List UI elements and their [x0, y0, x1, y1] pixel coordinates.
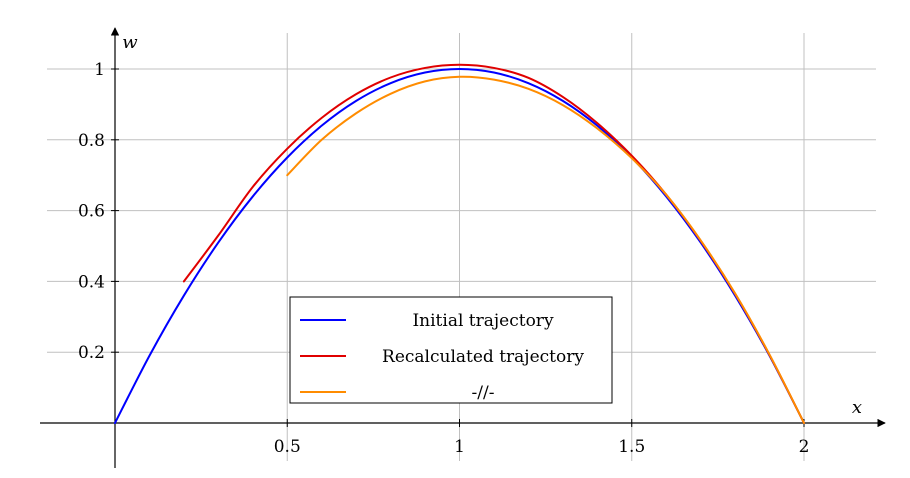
legend: Initial trajectory Recalculated trajector… [289, 296, 613, 404]
y-axis-label: w [122, 32, 138, 53]
x-tick-label: 0.5 [274, 437, 301, 457]
axes: 0.5 1 1.5 2 0.2 0.4 0.6 0.8 1 x w [40, 27, 886, 468]
series-line-repeat-trajectory [286, 75, 805, 424]
legend-label-recalculated-trajectory: Recalculated trajectory [382, 347, 584, 367]
y-tick-label: 1 [94, 60, 105, 80]
x-tick-label: 2 [799, 437, 810, 457]
legend-label-repeat-trajectory: -//- [472, 383, 495, 403]
x-tick-label: 1.5 [618, 437, 645, 457]
series-line-initial-trajectory [114, 68, 805, 424]
y-tick-label: 0.6 [78, 202, 105, 222]
x-axis-label: x [852, 397, 862, 418]
series-lines [114, 63, 805, 424]
x-tick-label: 1 [454, 437, 465, 457]
legend-label-initial-trajectory: Initial trajectory [412, 311, 553, 331]
legend-box [289, 296, 613, 404]
y-tick-label: 0.4 [78, 272, 105, 292]
y-tick-label: 0.8 [78, 131, 105, 151]
y-tick-label: 0.2 [78, 343, 105, 363]
